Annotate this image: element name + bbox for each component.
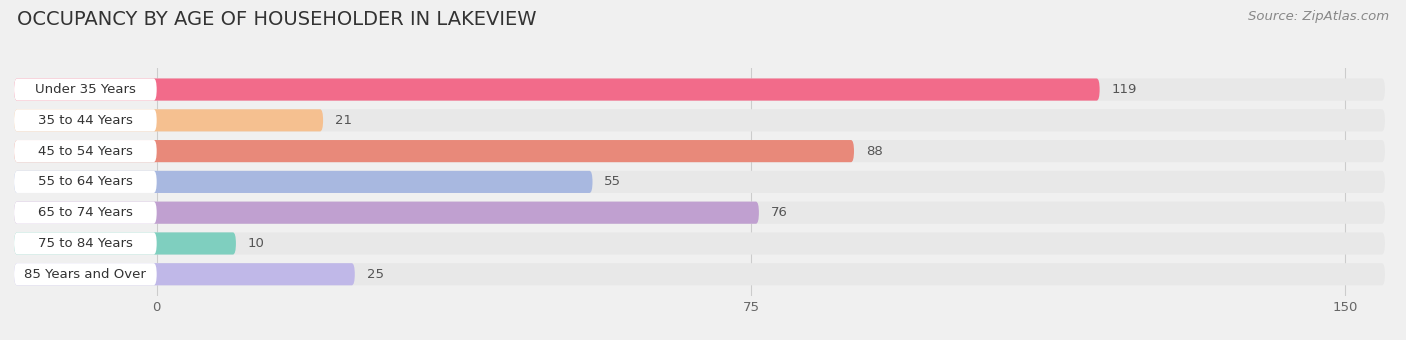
FancyBboxPatch shape (14, 109, 1385, 132)
FancyBboxPatch shape (14, 202, 156, 224)
FancyBboxPatch shape (14, 140, 853, 162)
FancyBboxPatch shape (14, 109, 156, 132)
Text: 55 to 64 Years: 55 to 64 Years (38, 175, 132, 188)
FancyBboxPatch shape (14, 171, 1385, 193)
Text: 35 to 44 Years: 35 to 44 Years (38, 114, 132, 127)
Text: Source: ZipAtlas.com: Source: ZipAtlas.com (1249, 10, 1389, 23)
Text: 76: 76 (770, 206, 787, 219)
Text: 75 to 84 Years: 75 to 84 Years (38, 237, 132, 250)
Text: 55: 55 (605, 175, 621, 188)
FancyBboxPatch shape (14, 140, 1385, 162)
FancyBboxPatch shape (14, 79, 1385, 101)
Text: 88: 88 (866, 144, 883, 158)
FancyBboxPatch shape (14, 232, 1385, 255)
FancyBboxPatch shape (14, 263, 354, 285)
FancyBboxPatch shape (14, 79, 156, 101)
FancyBboxPatch shape (14, 171, 156, 193)
FancyBboxPatch shape (14, 232, 156, 255)
Text: 45 to 54 Years: 45 to 54 Years (38, 144, 132, 158)
FancyBboxPatch shape (14, 202, 759, 224)
Text: 85 Years and Over: 85 Years and Over (24, 268, 146, 281)
Text: 25: 25 (367, 268, 384, 281)
Text: OCCUPANCY BY AGE OF HOUSEHOLDER IN LAKEVIEW: OCCUPANCY BY AGE OF HOUSEHOLDER IN LAKEV… (17, 10, 536, 29)
FancyBboxPatch shape (14, 232, 236, 255)
Text: Under 35 Years: Under 35 Years (35, 83, 136, 96)
Text: 10: 10 (247, 237, 264, 250)
FancyBboxPatch shape (14, 140, 156, 162)
Text: 65 to 74 Years: 65 to 74 Years (38, 206, 132, 219)
FancyBboxPatch shape (14, 202, 1385, 224)
Text: 119: 119 (1112, 83, 1137, 96)
FancyBboxPatch shape (14, 79, 1099, 101)
FancyBboxPatch shape (14, 171, 592, 193)
FancyBboxPatch shape (14, 263, 156, 285)
Text: 21: 21 (335, 114, 352, 127)
FancyBboxPatch shape (14, 109, 323, 132)
FancyBboxPatch shape (14, 263, 1385, 285)
